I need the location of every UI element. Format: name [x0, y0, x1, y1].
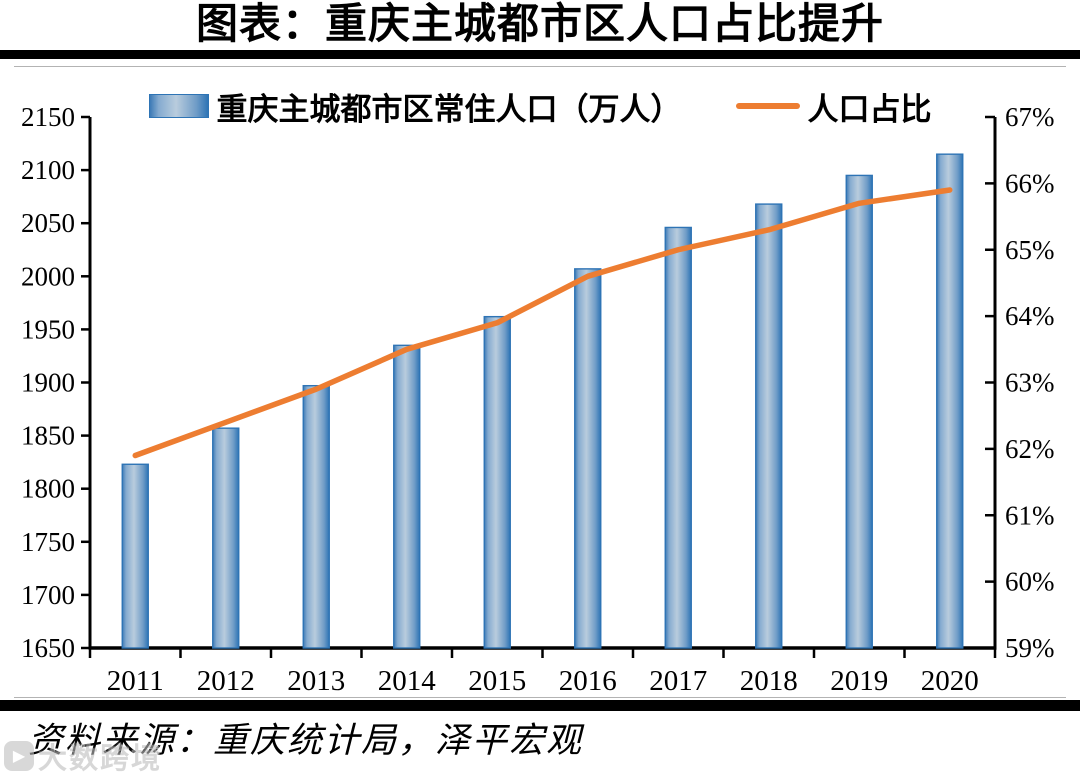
- right-tick-label: 65%: [1005, 235, 1055, 265]
- left-tick-label: 2100: [21, 155, 75, 185]
- left-tick-label: 1750: [21, 527, 75, 557]
- left-tick-label: 1850: [21, 421, 75, 451]
- right-tick-label: 62%: [1005, 434, 1055, 464]
- left-tick-label: 1900: [21, 368, 75, 398]
- header-divider-line: [14, 66, 1066, 67]
- bar-series-swatch: [148, 94, 209, 118]
- bar-2011: [121, 463, 149, 649]
- source-note: 资料来源：重庆统计局，泽平宏观: [28, 721, 584, 760]
- bar-series-label: 重庆主城都市区常住人口（万人）: [216, 91, 682, 127]
- legend-item-line: 人口占比: [735, 84, 932, 129]
- chart-title: 图表：重庆主城都市区人口占比提升: [195, 2, 884, 48]
- left-tick-label: 2000: [21, 261, 75, 291]
- x-axis-label-2018: 2018: [740, 665, 798, 697]
- footer-divider-bar: [0, 700, 1080, 711]
- bar-2013: [302, 384, 330, 649]
- right-tick-label: 63%: [1005, 368, 1055, 398]
- x-axis-label-2017: 2017: [649, 665, 707, 697]
- x-axis-label-2014: 2014: [378, 665, 437, 697]
- x-axis-label-2011: 2011: [107, 665, 164, 697]
- line-series-swatch: [735, 103, 800, 109]
- bar-2018: [755, 203, 783, 649]
- bar-2020: [936, 153, 964, 649]
- legend-item-bars: 重庆主城都市区常住人口（万人）: [148, 84, 682, 129]
- right-tick-label: 61%: [1005, 500, 1055, 530]
- x-axis-label-2013: 2013: [287, 665, 345, 697]
- right-tick-label: 64%: [1005, 301, 1055, 331]
- combo-chart: 1650 1700 1750 1800 1850 1900 1950 2000 2050 2100…: [21, 102, 1055, 697]
- population-share-line: [132, 187, 953, 459]
- bar-2017: [664, 226, 692, 649]
- x-axis-label-2012: 2012: [197, 665, 255, 697]
- bar-2014: [393, 344, 421, 649]
- line-series-label: 人口占比: [807, 91, 932, 127]
- bar-2015: [483, 315, 511, 649]
- left-tick-label: 1950: [21, 314, 75, 344]
- left-tick-label: 1650: [21, 633, 75, 663]
- x-axis-label-2020: 2020: [921, 665, 979, 697]
- chart-legend: 重庆主城都市区常住人口（万人） 人口占比: [0, 84, 1080, 128]
- right-tick-label: 59%: [1005, 633, 1055, 663]
- bar-2016: [574, 268, 602, 649]
- right-tick-label: 66%: [1005, 168, 1055, 198]
- bar-2012: [212, 427, 240, 649]
- x-axis-label-2016: 2016: [559, 665, 617, 697]
- x-axis-label-2015: 2015: [468, 665, 526, 697]
- left-tick-label: 2050: [21, 208, 75, 238]
- right-tick-label: 60%: [1005, 567, 1055, 597]
- left-tick-label: 1700: [21, 580, 75, 610]
- bar-2019: [845, 174, 873, 649]
- left-tick-label: 1800: [21, 474, 75, 504]
- left-tick-label: 2150: [21, 102, 75, 132]
- right-tick-label: 67%: [1005, 102, 1055, 132]
- footer-divider-line: [14, 697, 1066, 698]
- x-axis-label-2019: 2019: [830, 665, 888, 697]
- header-divider-bar: [0, 50, 1080, 59]
